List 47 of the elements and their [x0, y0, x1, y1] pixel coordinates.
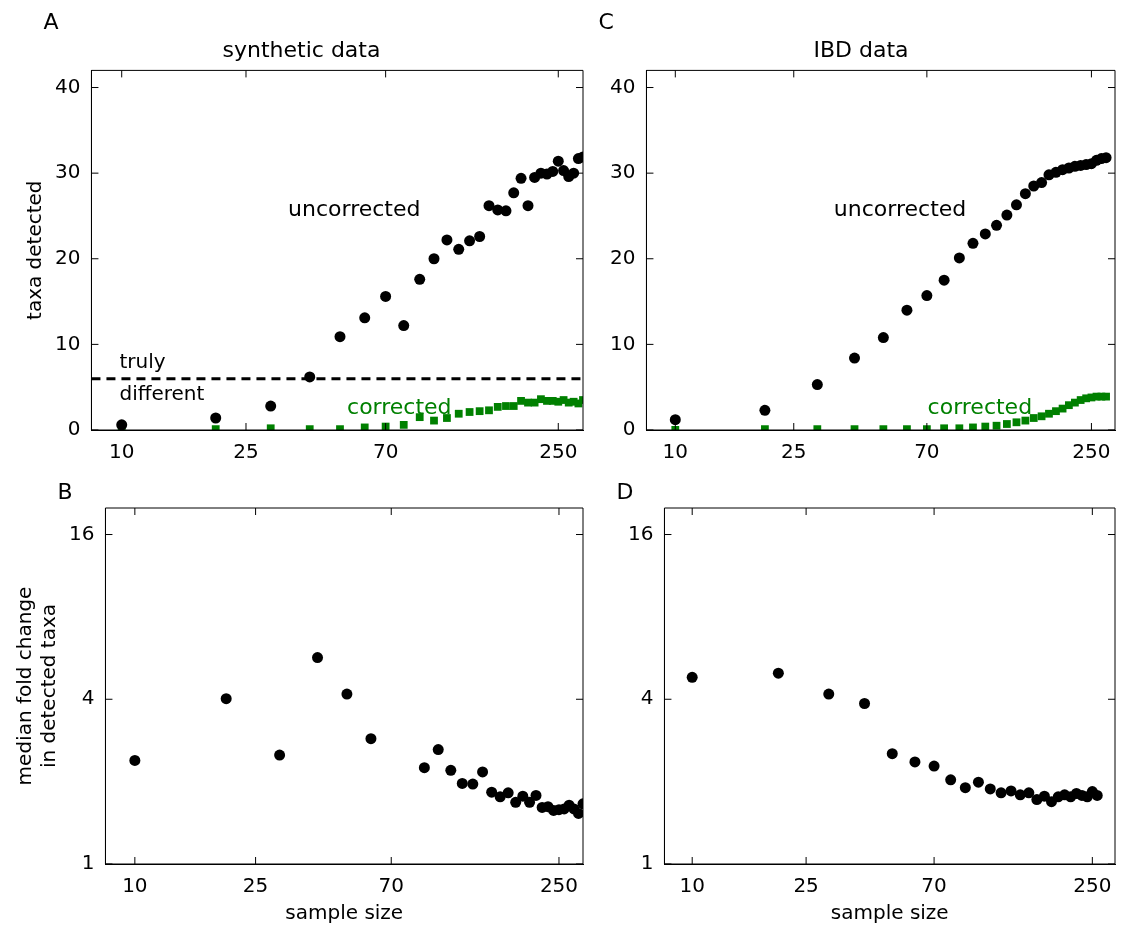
text: A	[43, 8, 59, 34]
y-tick-label: 30	[610, 159, 636, 184]
x-tick-label: 10	[122, 873, 148, 898]
x-tick-label: 25	[793, 873, 819, 898]
y-tick-label: 1	[81, 850, 95, 875]
y-tick-label: 20	[610, 244, 636, 269]
x-tick-label: 10	[679, 873, 705, 898]
y-tick-label: 16	[628, 520, 654, 545]
y-tick-label: 10	[55, 330, 81, 355]
x-tick-label: 70	[921, 873, 947, 898]
y-tick-label: 4	[640, 685, 654, 710]
text: C	[598, 8, 614, 34]
x-tick-label: 250	[1072, 439, 1111, 464]
x-tick-label: 250	[539, 873, 579, 898]
x-tick-label: 250	[539, 439, 578, 464]
chart-title: IBD data	[813, 36, 909, 62]
y-tick-label: 0	[67, 416, 81, 441]
x-axis-title: sample size	[285, 900, 404, 925]
series-label: uncorrected	[833, 196, 967, 222]
text: D	[616, 478, 634, 504]
x-tick-label: 70	[378, 873, 404, 898]
series-label: corrected	[347, 394, 452, 420]
x-tick-label: 70	[372, 439, 399, 464]
chart-title: synthetic data	[222, 36, 381, 62]
y-tick-label: 1	[640, 850, 654, 875]
series-label: uncorrected	[288, 196, 421, 222]
x-tick-label: 250	[1073, 873, 1112, 898]
y-axis-title: taxa detected	[22, 180, 47, 320]
y-tick-label: 10	[610, 330, 636, 355]
x-tick-label: 10	[108, 439, 135, 464]
y-tick-label: 0	[622, 416, 636, 441]
x-tick-label: 10	[662, 439, 689, 464]
y-tick-label: 30	[55, 159, 81, 184]
y-tick-label: 40	[610, 73, 636, 98]
x-tick-label: 25	[242, 873, 269, 898]
y-tick-label: 4	[81, 685, 95, 710]
ref-line-label: truly different	[119, 348, 205, 405]
series-label: corrected	[927, 394, 1033, 420]
x-tick-label: 25	[233, 439, 259, 464]
x-axis-title: sample size	[830, 900, 949, 925]
y-axis-title: median fold change in detected taxa	[12, 586, 61, 786]
x-tick-label: 25	[781, 439, 807, 464]
text: B	[57, 478, 73, 504]
y-tick-label: 40	[55, 73, 81, 98]
y-tick-label: 16	[69, 520, 95, 545]
y-tick-label: 20	[55, 244, 81, 269]
x-tick-label: 70	[914, 439, 940, 464]
